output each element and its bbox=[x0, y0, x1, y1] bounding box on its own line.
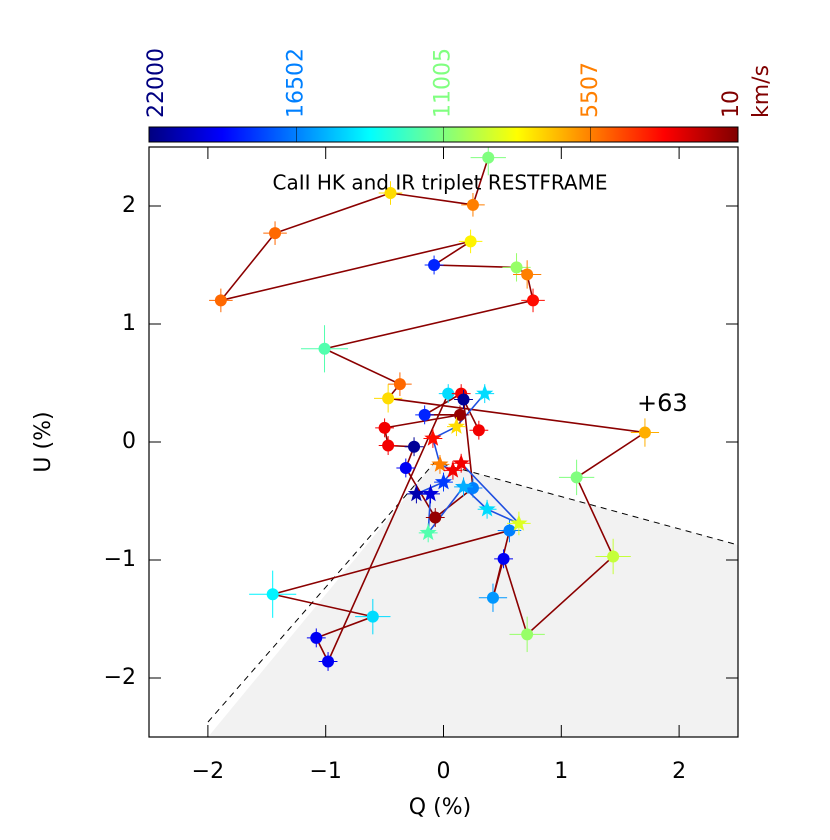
circle-point bbox=[482, 151, 495, 164]
star-point bbox=[510, 514, 528, 531]
x-tick-label: 0 bbox=[437, 759, 451, 784]
x-tick-label: 1 bbox=[554, 759, 568, 784]
circle-point bbox=[510, 261, 523, 274]
circle-point bbox=[382, 439, 395, 452]
circle-point bbox=[638, 426, 651, 439]
circle-point bbox=[472, 424, 485, 437]
circle-point bbox=[318, 342, 331, 355]
circle-point bbox=[457, 393, 470, 406]
shaded-region bbox=[208, 462, 738, 737]
circle-point bbox=[466, 198, 479, 211]
data-layer bbox=[209, 147, 660, 671]
star-point bbox=[407, 484, 425, 502]
y-tick-label: −1 bbox=[104, 547, 136, 572]
colorbar-unit: km/s bbox=[749, 65, 774, 118]
star-point bbox=[455, 477, 473, 495]
circle-point bbox=[214, 294, 227, 307]
circle-point bbox=[366, 610, 379, 623]
circle-point bbox=[310, 631, 323, 644]
y-axis-label: U (%) bbox=[31, 411, 56, 472]
circle-point bbox=[453, 408, 466, 421]
circle-point bbox=[322, 655, 335, 668]
star-point bbox=[419, 523, 437, 541]
colorbar-tick-label: 22000 bbox=[144, 48, 169, 118]
star-point bbox=[478, 500, 496, 517]
circle-point bbox=[266, 588, 279, 601]
y-tick-label: −2 bbox=[104, 665, 136, 690]
circle-point bbox=[503, 524, 516, 537]
circle-point bbox=[393, 378, 406, 391]
circle-point bbox=[521, 268, 534, 281]
y-tick-label: 1 bbox=[122, 311, 136, 336]
circle-point bbox=[607, 550, 620, 563]
x-tick-label: 2 bbox=[672, 759, 686, 784]
circle-point bbox=[442, 387, 455, 400]
colorbar-tick-label: 16502 bbox=[283, 48, 308, 118]
star-point bbox=[424, 429, 442, 446]
circle-point bbox=[418, 408, 431, 421]
circle-point bbox=[570, 471, 583, 484]
x-tick-label: −2 bbox=[192, 759, 224, 784]
y-tick-label: 0 bbox=[122, 429, 136, 454]
colorbar-tick-label: 5507 bbox=[578, 62, 603, 118]
x-tick-label: −1 bbox=[309, 759, 341, 784]
circle-point bbox=[527, 294, 540, 307]
circle-point bbox=[466, 482, 479, 495]
circle-point bbox=[399, 461, 412, 474]
x-axis-label: Q (%) bbox=[409, 795, 471, 820]
star-point bbox=[444, 461, 462, 478]
chart-title: CaII HK and IR triplet RESTFRAME bbox=[272, 171, 607, 195]
circle-point bbox=[384, 187, 397, 200]
circle-point bbox=[521, 628, 534, 641]
y-tick-label: 2 bbox=[122, 193, 136, 218]
circle-point bbox=[428, 259, 441, 271]
circle-point bbox=[378, 421, 391, 434]
circle-point bbox=[382, 392, 395, 405]
star-point bbox=[422, 484, 440, 502]
circle-point bbox=[429, 511, 442, 524]
annotation: +63 bbox=[637, 389, 688, 417]
star-point bbox=[431, 455, 449, 472]
circle-point bbox=[486, 591, 499, 604]
star-point bbox=[434, 473, 453, 490]
circle-point bbox=[408, 440, 421, 453]
circle-point bbox=[464, 235, 477, 248]
star-point bbox=[476, 384, 494, 401]
colorbar-tick-label: 11005 bbox=[431, 48, 456, 118]
colorbar-tick-label: 10 bbox=[719, 90, 744, 118]
star-point bbox=[447, 417, 465, 434]
star-point bbox=[452, 454, 470, 471]
circle-point bbox=[269, 227, 282, 240]
circle-point bbox=[497, 552, 510, 565]
